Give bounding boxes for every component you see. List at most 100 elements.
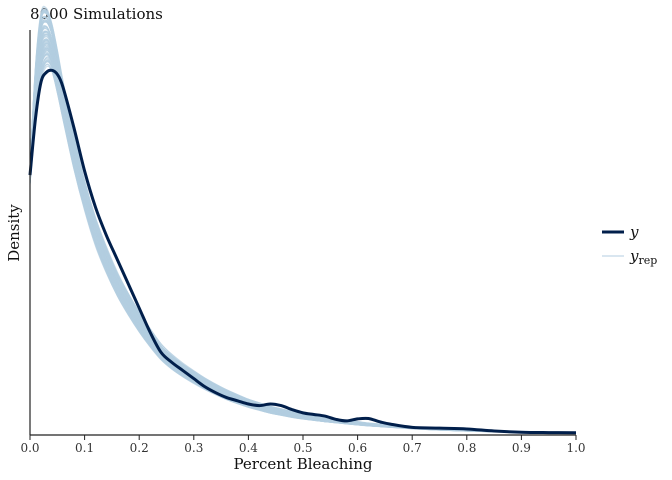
replicate-line [29, 25, 577, 434]
series-line-y [28, 68, 577, 435]
replicate-line [29, 40, 577, 434]
observed-density-line [28, 68, 577, 435]
x-axis-ticks: 0.0 0.1 0.2 0.3 0.4 0.5 0.6 0.7 0.8 0.9 1.0 [20, 435, 586, 455]
replicate-line [29, 25, 577, 434]
replicate-line [29, 45, 577, 434]
replicate-line [29, 11, 577, 434]
replicate-line [29, 9, 577, 434]
replicate-line [29, 19, 577, 434]
replicate-line [29, 5, 577, 434]
replicate-line [29, 43, 577, 434]
replicate-line [29, 36, 577, 434]
replicate-line [29, 7, 577, 434]
x-tick-label: 0.3 [184, 441, 203, 455]
x-axis-title: Percent Bleaching [234, 455, 373, 473]
replicate-line [29, 30, 577, 434]
replicate-line [29, 9, 577, 434]
x-tick-label: 0.1 [75, 441, 94, 455]
replicate-line [29, 47, 577, 434]
replicate-line [29, 10, 577, 434]
replicate-line [29, 42, 577, 434]
replicate-line [29, 21, 577, 434]
replicate-line [29, 26, 577, 434]
replicate-line [29, 50, 577, 434]
replicate-line [29, 11, 577, 434]
replicate-line [29, 41, 577, 434]
replicate-line [29, 42, 577, 434]
legend-label-y: y [629, 223, 639, 241]
replicate-line [29, 33, 577, 434]
replicate-line [29, 40, 577, 434]
replicate-line [29, 31, 577, 434]
replicate-line [29, 30, 577, 434]
replicate-line [29, 15, 577, 434]
replicate-line [29, 12, 577, 434]
replicate-line [29, 28, 577, 434]
replicate-line [29, 48, 577, 434]
replicate-line [29, 38, 577, 434]
replicate-line [29, 47, 577, 434]
replicate-line [29, 16, 577, 434]
replicate-line [29, 47, 577, 434]
x-tick-label: 0.6 [348, 441, 367, 455]
replicate-line [29, 21, 577, 434]
replicate-density-lines [29, 5, 577, 434]
replicate-line [29, 43, 577, 434]
legend-label-yrep-sub: rep [638, 254, 657, 267]
replicate-line [29, 9, 577, 434]
replicate-line [29, 47, 577, 434]
replicate-line [29, 30, 577, 434]
replicate-line [29, 16, 577, 434]
x-tick-label: 0.9 [512, 441, 531, 455]
x-tick-label: 0.7 [403, 441, 422, 455]
replicate-line [29, 50, 577, 434]
replicate-line [29, 31, 577, 434]
replicate-line [29, 8, 577, 434]
replicate-line [29, 52, 577, 434]
replicate-line [29, 11, 577, 434]
replicate-line [29, 30, 577, 434]
replicate-line [29, 10, 577, 434]
replicate-line [29, 39, 577, 434]
x-tick-label: 0.5 [293, 441, 312, 455]
replicate-line [29, 53, 577, 434]
replicate-line [29, 15, 577, 434]
replicate-line [29, 10, 577, 434]
legend-label-yrep-base: y [629, 247, 639, 265]
legend-label-yrep: yrep [629, 247, 657, 267]
x-tick-label: 0.2 [130, 441, 149, 455]
replicate-line [29, 20, 577, 434]
replicate-line [29, 54, 577, 434]
replicate-line [29, 31, 577, 434]
replicate-line [29, 33, 577, 434]
replicate-line [29, 20, 577, 434]
replicate-line [29, 27, 577, 434]
replicate-line [29, 12, 577, 434]
replicate-line [29, 33, 577, 434]
replicate-line [29, 34, 577, 434]
replicate-line [29, 53, 577, 434]
replicate-line [29, 46, 577, 434]
replicate-line [29, 49, 577, 434]
x-tick-label: 0.8 [457, 441, 476, 455]
replicate-line [29, 39, 577, 434]
chart-title: 8000 Simulations [30, 5, 163, 23]
replicate-line [29, 26, 577, 434]
replicate-line [29, 20, 577, 434]
legend: y yrep [602, 223, 657, 267]
x-tick-label: 0.4 [239, 441, 258, 455]
replicate-line [29, 19, 577, 434]
x-tick-label: 1.0 [566, 441, 585, 455]
y-axis-title: Density [5, 204, 23, 262]
replicate-line [29, 49, 577, 434]
replicate-line [29, 24, 577, 434]
replicate-line [29, 51, 577, 434]
replicate-line [29, 38, 577, 434]
replicate-line [29, 53, 577, 434]
replicate-line [29, 31, 577, 434]
replicate-line [29, 19, 577, 434]
x-tick-label: 0.0 [20, 441, 39, 455]
replicate-line [29, 35, 577, 434]
replicate-line [29, 38, 577, 434]
